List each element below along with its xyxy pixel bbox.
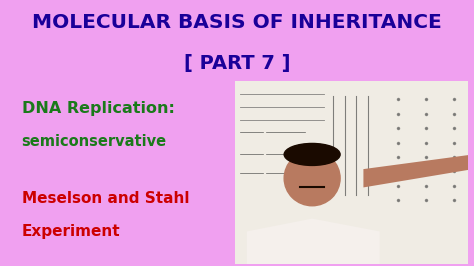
- FancyBboxPatch shape: [235, 81, 468, 264]
- Text: DNA Replication:: DNA Replication:: [21, 101, 174, 116]
- Ellipse shape: [284, 143, 340, 165]
- Polygon shape: [247, 219, 380, 264]
- Ellipse shape: [284, 151, 340, 206]
- Polygon shape: [364, 155, 473, 188]
- Text: [ PART 7 ]: [ PART 7 ]: [184, 54, 290, 73]
- Text: Meselson and Stahl: Meselson and Stahl: [21, 191, 189, 206]
- Text: semiconservative: semiconservative: [21, 134, 167, 149]
- Text: Experiment: Experiment: [21, 224, 120, 239]
- Text: MOLECULAR BASIS OF INHERITANCE: MOLECULAR BASIS OF INHERITANCE: [32, 13, 442, 32]
